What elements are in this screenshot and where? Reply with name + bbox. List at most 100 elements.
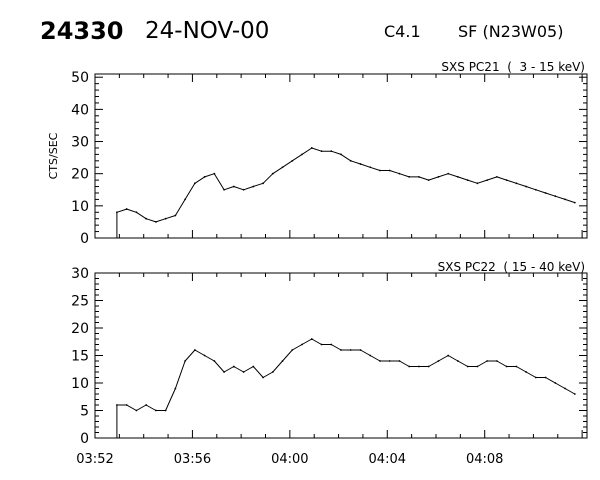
data-point (408, 176, 411, 178)
data-point (418, 365, 420, 368)
data-point (554, 195, 557, 198)
data-point (281, 360, 284, 362)
data-point (369, 354, 372, 357)
x-tick-label: 03:56 (174, 452, 211, 467)
data-point (330, 150, 333, 153)
data-point (447, 172, 450, 175)
data-point (223, 371, 225, 373)
y-tick-label: 30 (71, 266, 89, 282)
y-tick-label: 10 (71, 199, 89, 215)
data-point (125, 208, 128, 210)
data-point (437, 176, 440, 178)
data-point (388, 169, 391, 172)
data-point (505, 179, 508, 182)
data-point (466, 179, 469, 182)
data-point (525, 371, 528, 373)
data-point (184, 360, 187, 362)
data-point (544, 192, 547, 194)
data-point (525, 185, 528, 188)
data-point (340, 349, 342, 351)
data-point (252, 365, 255, 368)
data-point (125, 404, 128, 406)
data-point (359, 163, 362, 165)
data-point (515, 365, 518, 368)
data-point (437, 360, 440, 362)
data-point (291, 349, 294, 351)
data-point (310, 338, 313, 340)
y-tick-label: 40 (71, 102, 89, 118)
data-point (388, 360, 391, 362)
data-point (379, 169, 381, 172)
data-point (564, 198, 566, 201)
data-point (486, 179, 489, 182)
data-point (457, 176, 459, 178)
data-point (203, 176, 206, 178)
data-point (544, 376, 547, 379)
y-tick-label: 20 (71, 167, 89, 183)
series-line (116, 338, 576, 438)
data-point (340, 153, 342, 156)
flare-info: SF (N23W05) (458, 22, 564, 41)
y-tick-label: 0 (80, 231, 89, 247)
data-point (193, 182, 196, 185)
data-point (476, 365, 479, 368)
data-point (466, 365, 469, 368)
data-point (427, 179, 430, 182)
data-point (495, 176, 498, 178)
data-point (281, 166, 284, 169)
data-point (232, 185, 235, 188)
data-point (242, 188, 245, 191)
y-tick-label: 20 (71, 321, 89, 337)
data-point (232, 365, 235, 368)
data-point (252, 185, 255, 188)
data-point (398, 172, 401, 175)
data-point (447, 354, 450, 357)
data-point (301, 153, 303, 156)
data-point (154, 409, 157, 412)
y-tick-label: 0 (80, 431, 89, 447)
y-tick-label: 15 (71, 349, 89, 365)
data-point (573, 393, 576, 395)
data-point (359, 349, 362, 351)
x-tick-label: 03:52 (76, 452, 113, 467)
data-point (534, 188, 537, 191)
data-point (262, 376, 264, 379)
data-point (349, 349, 352, 351)
data-point (301, 343, 303, 346)
data-point (573, 201, 576, 204)
data-point (349, 159, 352, 162)
panel-pc22: SXS PC22 ( 15 - 40 keV) 0 5 10 15 20 25 30 03:5… (71, 260, 588, 467)
data-point (427, 365, 430, 368)
panel-pc22-title: SXS PC22 ( 15 - 40 keV) (438, 260, 585, 274)
y-tick-label: 50 (71, 70, 89, 86)
data-point (554, 382, 557, 384)
data-point (320, 150, 323, 153)
data-point (369, 166, 372, 169)
data-point (534, 376, 537, 379)
data-point (515, 182, 518, 185)
data-point (116, 404, 118, 406)
data-point (408, 365, 411, 368)
plot-frame (94, 73, 588, 239)
data-point (242, 371, 245, 373)
data-point (418, 176, 420, 178)
data-point (184, 198, 187, 201)
data-point (213, 172, 216, 175)
data-point (262, 182, 264, 185)
data-point (174, 214, 177, 217)
data-point (495, 360, 498, 362)
y-tick-label: 25 (71, 294, 89, 310)
data-point (486, 360, 489, 362)
data-point (271, 371, 274, 373)
data-point (379, 360, 381, 362)
data-point (505, 365, 508, 368)
data-point (135, 409, 138, 412)
data-point (476, 182, 479, 185)
event-date: 24-NOV-00 (145, 18, 270, 44)
panel-pc21-title: SXS PC21 ( 3 - 15 keV) (441, 60, 585, 74)
data-point (164, 217, 167, 220)
y-tick-label: 5 (80, 404, 89, 420)
data-point (330, 343, 333, 346)
data-point (213, 360, 216, 362)
